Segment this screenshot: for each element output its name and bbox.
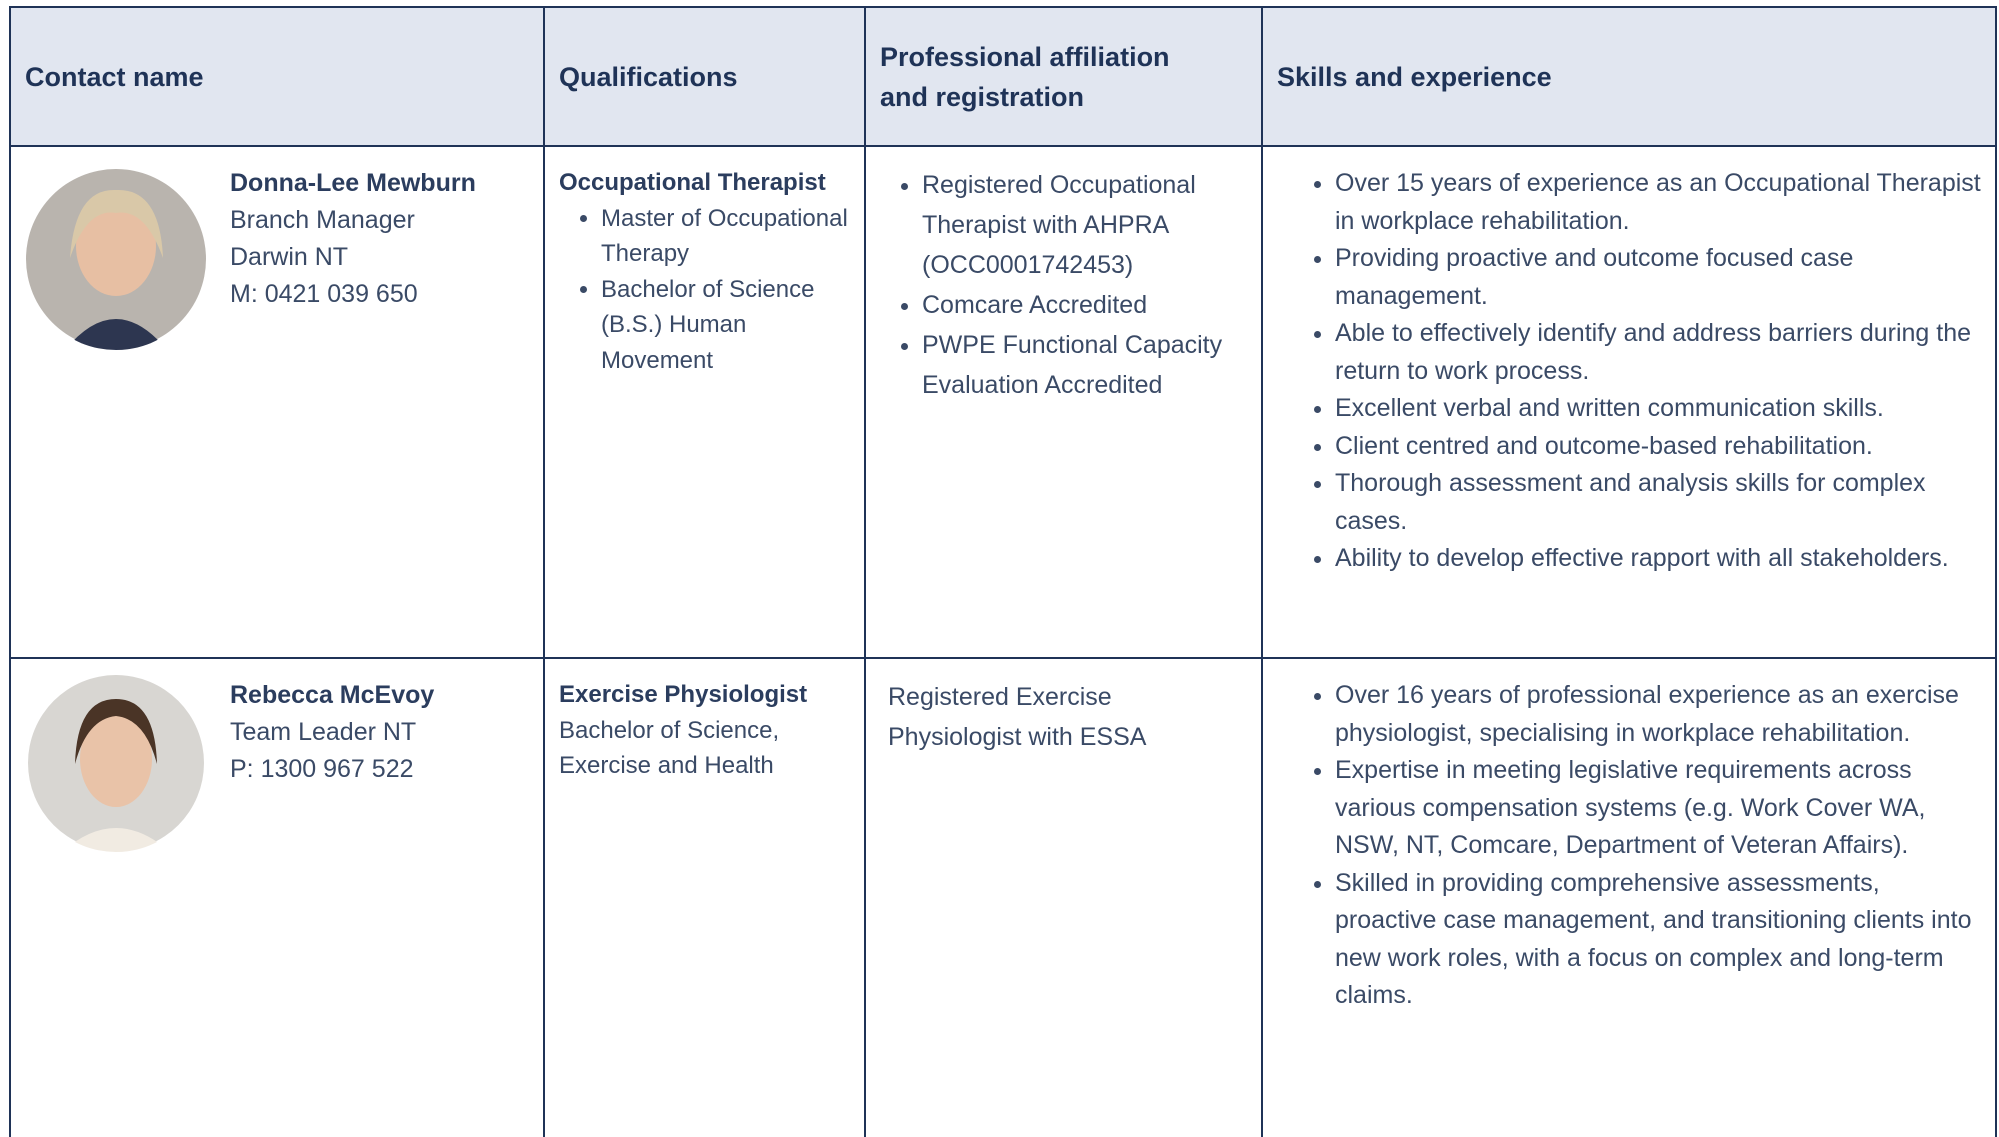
skill: Thorough assessment and analysis skills … [1335, 465, 1981, 540]
contact-name: Donna-Lee Mewburn [230, 169, 476, 197]
affiliation: Registered Occupational Therapist with A… [922, 165, 1247, 285]
header: Contact name [25, 61, 204, 92]
contact-detail: Team Leader NT [230, 718, 417, 746]
skill: Excellent verbal and written communicati… [1335, 390, 1981, 428]
skill: Able to effectively identify and address… [1335, 315, 1981, 390]
affiliation-cell: Registered Occupational Therapist with A… [864, 145, 1261, 657]
header-cell: Contact name [9, 6, 543, 145]
qualification-cell: Occupational Therapist Master of Occupat… [543, 145, 864, 657]
header-cell: Professional affiliation and registratio… [864, 6, 1261, 145]
affiliation: PWPE Functional Capacity Evaluation Accr… [922, 325, 1247, 405]
skill: Providing proactive and outcome focused … [1335, 240, 1981, 315]
header: Skills and experience [1277, 61, 1552, 92]
photo [26, 169, 206, 350]
header: Professional affiliation and registratio… [880, 41, 1170, 112]
header-cell: Skills and experience [1261, 6, 1997, 145]
contact-cell: Donna-Lee Mewburn Branch Manager Darwin … [9, 145, 543, 657]
contact-detail: P: 1300 967 522 [230, 755, 414, 783]
contact-detail: M: 0421 039 650 [230, 280, 418, 308]
skills-cell: Over 16 years of professional experience… [1261, 657, 1997, 1137]
skill: Over 15 years of experience as an Occupa… [1335, 165, 1981, 240]
skills-cell: Over 15 years of experience as an Occupa… [1261, 145, 1997, 657]
contact-name: Rebecca McEvoy [230, 681, 435, 709]
qualification-title: Exercise Physiologist [559, 681, 808, 708]
photo [28, 675, 204, 852]
header-cell: Qualifications [543, 6, 864, 145]
affiliation: Registered Exercise Physiologist with ES… [888, 683, 1147, 751]
contact-detail: Branch Manager [230, 206, 415, 234]
skill: Skilled in providing comprehensive asses… [1335, 865, 1981, 1015]
affiliation-cell: Registered Exercise Physiologist with ES… [864, 657, 1261, 1137]
skill: Expertise in meeting legislative require… [1335, 752, 1981, 865]
contact-detail: Darwin NT [230, 243, 349, 271]
qualification-title: Occupational Therapist [559, 169, 826, 196]
header: Qualifications [559, 61, 738, 92]
qualification: Master of Occupational Therapy [601, 201, 850, 272]
contact-cell: Rebecca McEvoy Team Leader NT P: 1300 96… [9, 657, 543, 1137]
qualification: Bachelor of Science (B.S.) Human Movemen… [601, 272, 850, 379]
skill: Over 16 years of professional experience… [1335, 677, 1981, 752]
skill: Ability to develop effective rapport wit… [1335, 540, 1981, 578]
contact-info: Rebecca McEvoy Team Leader NT P: 1300 96… [230, 677, 434, 788]
affiliation: Comcare Accredited [922, 285, 1247, 325]
skill: Client centred and outcome-based rehabil… [1335, 428, 1981, 466]
qualification-cell: Exercise Physiologist Bachelor of Scienc… [543, 657, 864, 1137]
contact-info: Donna-Lee Mewburn Branch Manager Darwin … [230, 165, 476, 313]
qualification: Bachelor of Science, Exercise and Health [559, 716, 780, 780]
